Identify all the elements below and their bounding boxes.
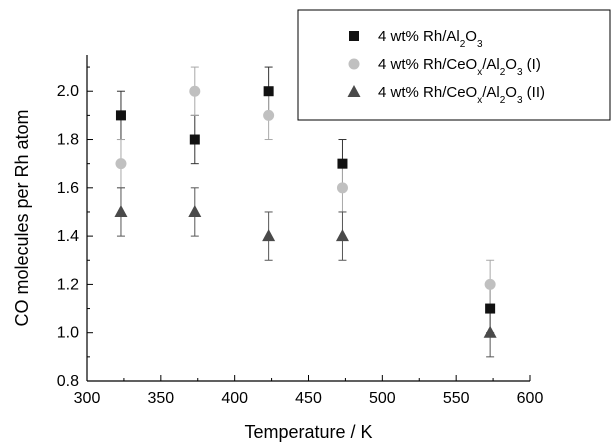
data-point <box>189 85 201 97</box>
legend-text-part: O <box>505 56 517 73</box>
data-points <box>114 85 497 338</box>
legend-subscript: x <box>477 67 482 78</box>
data-point <box>336 182 348 194</box>
legend-subscript: 3 <box>517 67 523 78</box>
data-point <box>189 134 200 145</box>
x-axis-title: Temperature / K <box>244 422 372 442</box>
data-point <box>483 325 497 338</box>
y-axis-title: CO molecules per Rh atom <box>12 109 32 326</box>
x-tick-label: 300 <box>74 390 101 407</box>
x-tick-label: 350 <box>147 390 174 407</box>
y-tick-label: 1.4 <box>57 228 79 245</box>
x-tick-label: 500 <box>369 390 396 407</box>
x-tick-label: 550 <box>443 390 470 407</box>
legend-text-part: 4 wt% Rh/CeO <box>378 56 477 73</box>
legend-subscript: 2 <box>500 67 506 78</box>
data-point <box>115 110 126 121</box>
legend-text-part: (I) <box>523 56 541 73</box>
x-tick-label: 450 <box>295 390 322 407</box>
y-tick-label: 2.0 <box>57 83 79 100</box>
legend-subscript: 3 <box>477 39 483 50</box>
legend-text-part: /Al <box>482 84 500 101</box>
data-point <box>262 229 276 242</box>
y-tick-label: 1.6 <box>57 180 79 197</box>
x-tick-label: 400 <box>221 390 248 407</box>
data-point <box>337 158 348 169</box>
data-point <box>263 109 275 121</box>
legend-subscript: 2 <box>500 95 506 106</box>
data-point <box>188 204 202 217</box>
legend-marker <box>348 58 360 70</box>
data-point <box>484 278 496 290</box>
legend-text-part: O <box>465 28 477 45</box>
y-tick-label: 0.8 <box>57 373 79 390</box>
data-point <box>335 229 349 242</box>
legend-text-part: O <box>505 84 517 101</box>
data-point <box>114 204 128 217</box>
y-tick-label: 1.0 <box>57 325 79 342</box>
y-tick-label: 1.2 <box>57 276 79 293</box>
y-tick-label: 1.8 <box>57 132 79 149</box>
legend-text-part: /Al <box>482 56 500 73</box>
legend-label: 4 wt% Rh/CeOx/Al2O3 (II) <box>378 84 545 106</box>
legend-text-part: (II) <box>523 84 546 101</box>
legend-text-part: 4 wt% Rh/CeO <box>378 84 477 101</box>
legend-label: 4 wt% Rh/CeOx/Al2O3 (I) <box>378 56 541 78</box>
data-point <box>485 303 496 314</box>
legend-marker <box>349 31 359 41</box>
axes: 300 350 400 450 500 550 600 0.8 1.0 1.2 1.4 1.6 1.8 2… <box>57 55 544 407</box>
x-tick-label: 600 <box>517 390 544 407</box>
legend-subscript: 2 <box>460 39 466 50</box>
legend-subscript: x <box>477 95 482 106</box>
data-point <box>115 158 127 170</box>
legend-text-part: 4 wt% Rh/Al <box>378 28 460 45</box>
data-point <box>263 86 274 97</box>
legend-label: 4 wt% Rh/Al2O3 <box>378 28 483 50</box>
legend-subscript: 3 <box>517 95 523 106</box>
legend-marker <box>347 85 361 97</box>
